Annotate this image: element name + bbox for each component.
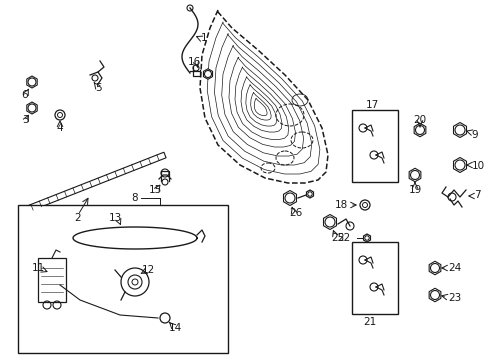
Text: 10: 10 xyxy=(471,161,484,171)
Text: 16: 16 xyxy=(187,57,200,67)
Polygon shape xyxy=(24,152,166,213)
Bar xyxy=(18,205,227,353)
Text: 15: 15 xyxy=(148,185,162,195)
Polygon shape xyxy=(452,122,466,138)
Bar xyxy=(351,110,397,182)
Text: 13: 13 xyxy=(108,213,122,223)
Text: 6: 6 xyxy=(21,90,28,100)
Polygon shape xyxy=(413,123,425,137)
Text: 21: 21 xyxy=(363,317,376,327)
Bar xyxy=(38,258,66,302)
Bar xyxy=(351,242,397,314)
Text: 8: 8 xyxy=(131,193,138,203)
Polygon shape xyxy=(27,102,37,114)
Polygon shape xyxy=(408,168,420,182)
Text: 17: 17 xyxy=(365,100,378,110)
Text: 23: 23 xyxy=(447,293,460,303)
Polygon shape xyxy=(428,288,440,302)
Text: 22: 22 xyxy=(336,233,349,243)
Text: 9: 9 xyxy=(470,130,477,140)
Polygon shape xyxy=(452,158,466,172)
Polygon shape xyxy=(203,69,212,79)
Polygon shape xyxy=(200,10,327,183)
Text: 5: 5 xyxy=(95,83,101,93)
Text: 12: 12 xyxy=(141,265,154,275)
Text: 19: 19 xyxy=(407,185,421,195)
Text: 24: 24 xyxy=(447,263,460,273)
Polygon shape xyxy=(306,190,313,198)
Polygon shape xyxy=(283,190,296,206)
Text: 7: 7 xyxy=(473,190,480,200)
Text: 3: 3 xyxy=(21,115,28,125)
Text: 1: 1 xyxy=(201,33,207,43)
Text: 11: 11 xyxy=(31,263,44,273)
Text: 18: 18 xyxy=(334,200,347,210)
Text: 25: 25 xyxy=(331,233,344,243)
Polygon shape xyxy=(363,234,370,242)
Text: 26: 26 xyxy=(289,208,302,218)
Polygon shape xyxy=(323,215,336,230)
Polygon shape xyxy=(428,261,440,275)
Polygon shape xyxy=(27,76,37,88)
Text: 20: 20 xyxy=(412,115,426,125)
Text: 2: 2 xyxy=(75,213,81,223)
Text: 14: 14 xyxy=(168,323,181,333)
Text: 4: 4 xyxy=(57,123,63,133)
